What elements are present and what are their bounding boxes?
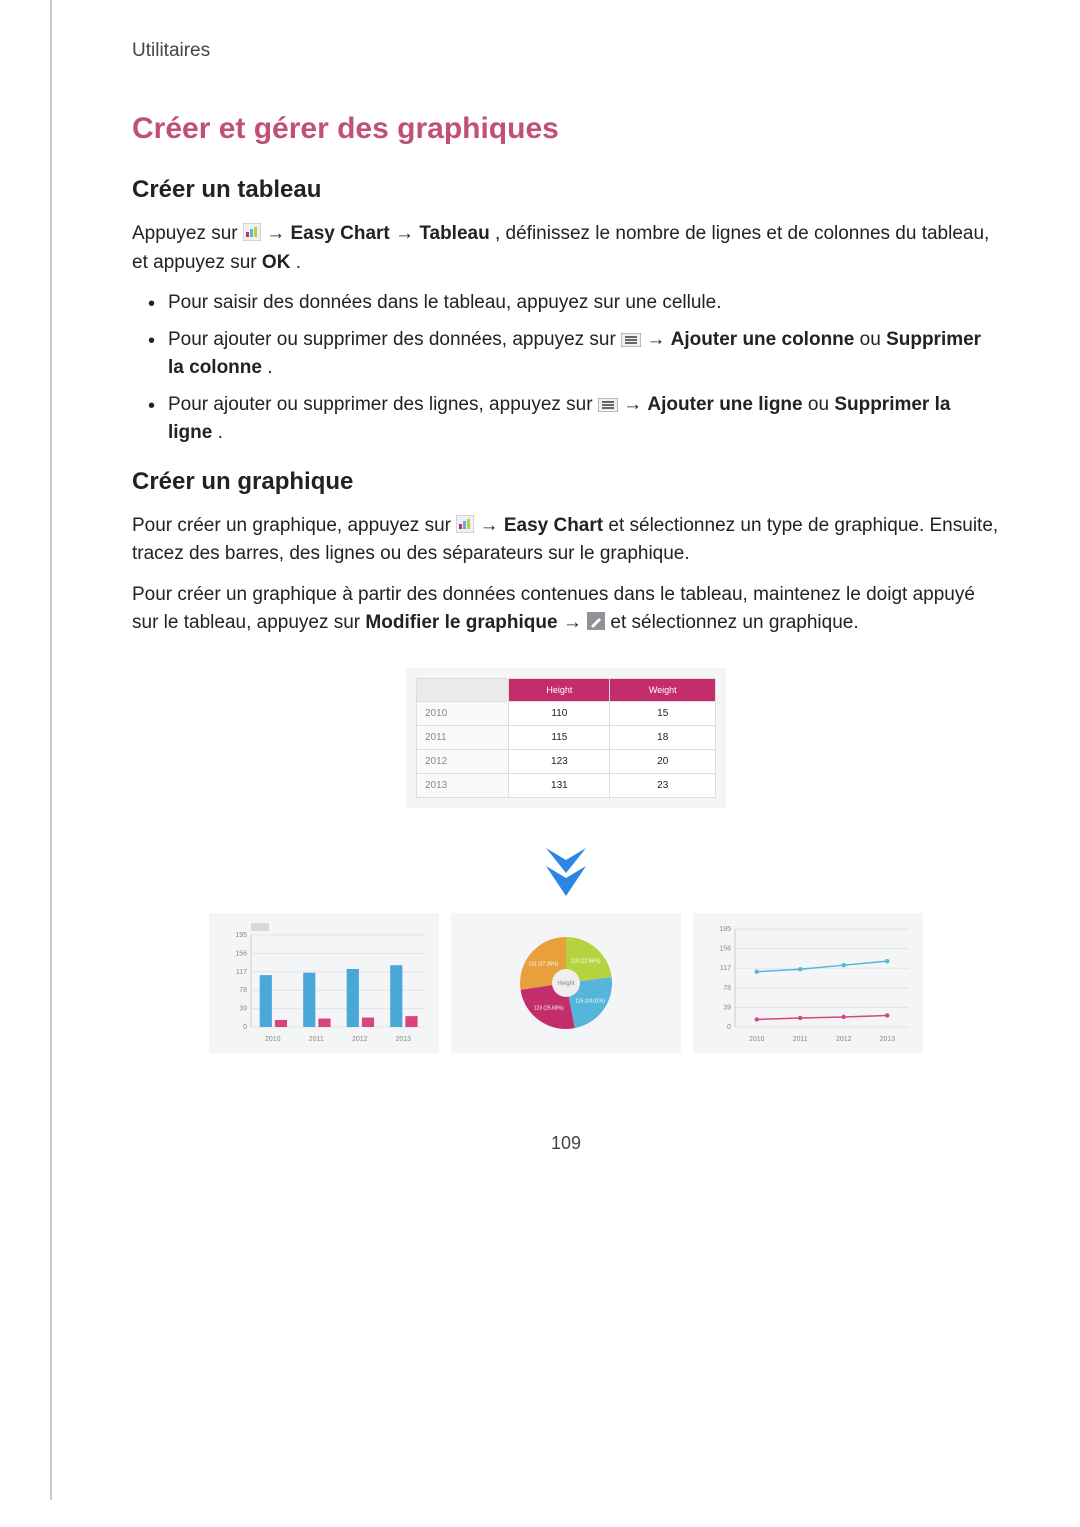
text: → [266,223,290,244]
svg-text:2010: 2010 [265,1036,281,1043]
text: → [646,329,670,350]
svg-text:78: 78 [239,987,247,994]
figure-line-chart: 0 39 78 117 156 195 2010 2011 2012 2013 [693,913,923,1053]
svg-text:117: 117 [720,965,731,972]
table-row: 201111518 [417,725,716,749]
para-create-chart-2: Pour créer un graphique à partir des don… [132,581,1000,638]
text: ou [808,394,834,415]
table-header: Weight [610,678,716,701]
label-easy-chart: Easy Chart [504,515,603,536]
svg-text:78: 78 [723,984,731,991]
arrow-down-icon [132,828,1000,903]
svg-text:39: 39 [723,1004,731,1011]
para-create-chart-1: Pour créer un graphique, appuyez sur → E… [132,512,1000,569]
svg-text:2011: 2011 [309,1036,324,1043]
svg-text:110 (22.96%): 110 (22.96%) [571,958,601,964]
list-item: Pour ajouter ou supprimer des données, a… [168,326,1000,383]
label-add-row: Ajouter une ligne [647,394,802,415]
text: → [395,223,419,244]
svg-text:156: 156 [719,945,731,952]
label-tableau: Tableau [419,223,489,244]
table-row: 201011015 [417,701,716,725]
label-modify-chart: Modifier le graphique [365,612,557,633]
svg-text:115 (24.01%): 115 (24.01%) [575,998,605,1004]
chart-tool-icon [456,515,474,533]
text: Pour ajouter ou supprimer des données, a… [168,329,621,350]
menu-icon [598,398,618,412]
text: Appuyez sur [132,223,243,244]
svg-text:0: 0 [727,1024,731,1031]
label-ok: OK [262,252,291,273]
svg-text:39: 39 [239,1005,247,1012]
table-row: 201313123 [417,773,716,797]
svg-text:156: 156 [235,950,247,957]
text: Pour ajouter ou supprimer des lignes, ap… [168,394,598,415]
svg-text:2012: 2012 [836,1036,852,1043]
text: ou [860,329,886,350]
svg-text:0: 0 [243,1024,247,1031]
svg-text:Height: Height [557,981,575,987]
svg-text:117: 117 [236,968,247,975]
list-table-tips: Pour saisir des données dans le tableau,… [132,289,1000,448]
text: → [480,515,504,536]
svg-text:2010: 2010 [749,1036,765,1043]
edit-chart-icon [587,612,605,630]
svg-text:123 (25.68%): 123 (25.68%) [534,1005,564,1011]
text: → [623,394,647,415]
svg-text:195: 195 [235,932,247,939]
text: et sélectionnez un graphique. [610,612,858,633]
para-create-table: Appuyez sur → Easy Chart → Tableau , déf… [132,220,1000,277]
list-item: Pour ajouter ou supprimer des lignes, ap… [168,391,1000,448]
section-heading-create-table: Créer un tableau [132,176,1000,204]
figure-pie-chart: 110 (22.96%) 115 (24.01%) 123 (25.68%) 131 … [451,913,681,1053]
text: , définissez le nombre de lignes et de c… [132,223,989,273]
svg-text:195: 195 [719,926,731,933]
list-item: Pour saisir des données dans le tableau,… [168,289,1000,318]
text: Pour créer un graphique, appuyez sur [132,515,456,536]
table-row: 201212320 [417,749,716,773]
breadcrumb: Utilitaires [132,40,1000,62]
text: . [296,252,301,273]
table-header: Height [509,678,610,701]
section-heading-create-chart: Créer un graphique [132,468,1000,496]
svg-text:2012: 2012 [352,1036,368,1043]
page-number: 109 [132,1133,1000,1154]
page-title: Créer et gérer des graphiques [132,112,1000,146]
svg-text:131 (27.35%): 131 (27.35%) [528,961,558,967]
menu-icon [621,333,641,347]
svg-text:2011: 2011 [793,1036,808,1043]
text: . [267,357,272,378]
svg-text:2013: 2013 [879,1036,895,1043]
figure-bar-chart: 0 39 78 117 156 195 2010 2011 2012 2013 [209,913,439,1053]
label-add-column: Ajouter une colonne [671,329,855,350]
charts-row: 0 39 78 117 156 195 2010 2011 2012 2013 110 (22.9… [132,913,1000,1053]
chart-tool-icon [243,223,261,241]
text: → [563,612,587,633]
svg-text:2013: 2013 [395,1036,411,1043]
label-easy-chart: Easy Chart [290,223,389,244]
text: . [218,422,223,443]
figure-data-table: HeightWeight 201011015201111518201212320… [406,668,726,808]
